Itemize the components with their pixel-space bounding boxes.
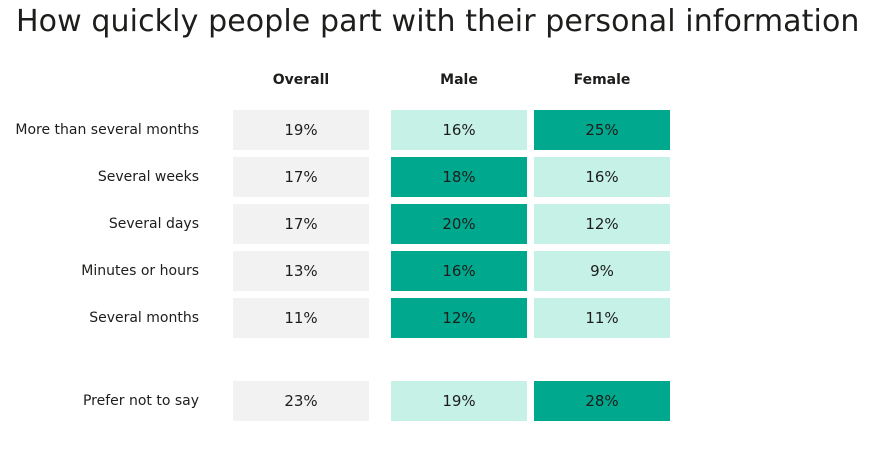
cell-overall: 17% [233, 204, 369, 244]
row-label: More than several months [15, 122, 199, 138]
cell-overall: 17% [233, 157, 369, 197]
cell-male: 18% [391, 157, 527, 197]
cell-male: 19% [391, 381, 527, 421]
cell-female: 28% [534, 381, 670, 421]
cell-male: 20% [391, 204, 527, 244]
cell-female: 11% [534, 298, 670, 338]
row-label: Several months [89, 310, 199, 326]
row-label: Several weeks [97, 169, 199, 185]
column-header-female: Female [573, 72, 631, 88]
column-header-overall: Overall [272, 72, 330, 88]
row-label: Several days [108, 216, 199, 232]
cell-female: 16% [534, 157, 670, 197]
cell-overall: 13% [233, 251, 369, 291]
cell-female: 9% [534, 251, 670, 291]
column-header-male: Male [440, 72, 478, 88]
cell-male: 12% [391, 298, 527, 338]
cell-male: 16% [391, 251, 527, 291]
cell-overall: 19% [233, 110, 369, 150]
row-label: Minutes or hours [81, 263, 199, 279]
row-label: Prefer not to say [82, 393, 199, 409]
chart-title: How quickly people part with their perso… [16, 4, 860, 39]
cell-male: 16% [391, 110, 527, 150]
cell-female: 12% [534, 204, 670, 244]
cell-female: 25% [534, 110, 670, 150]
cell-overall: 11% [233, 298, 369, 338]
cell-overall: 23% [233, 381, 369, 421]
